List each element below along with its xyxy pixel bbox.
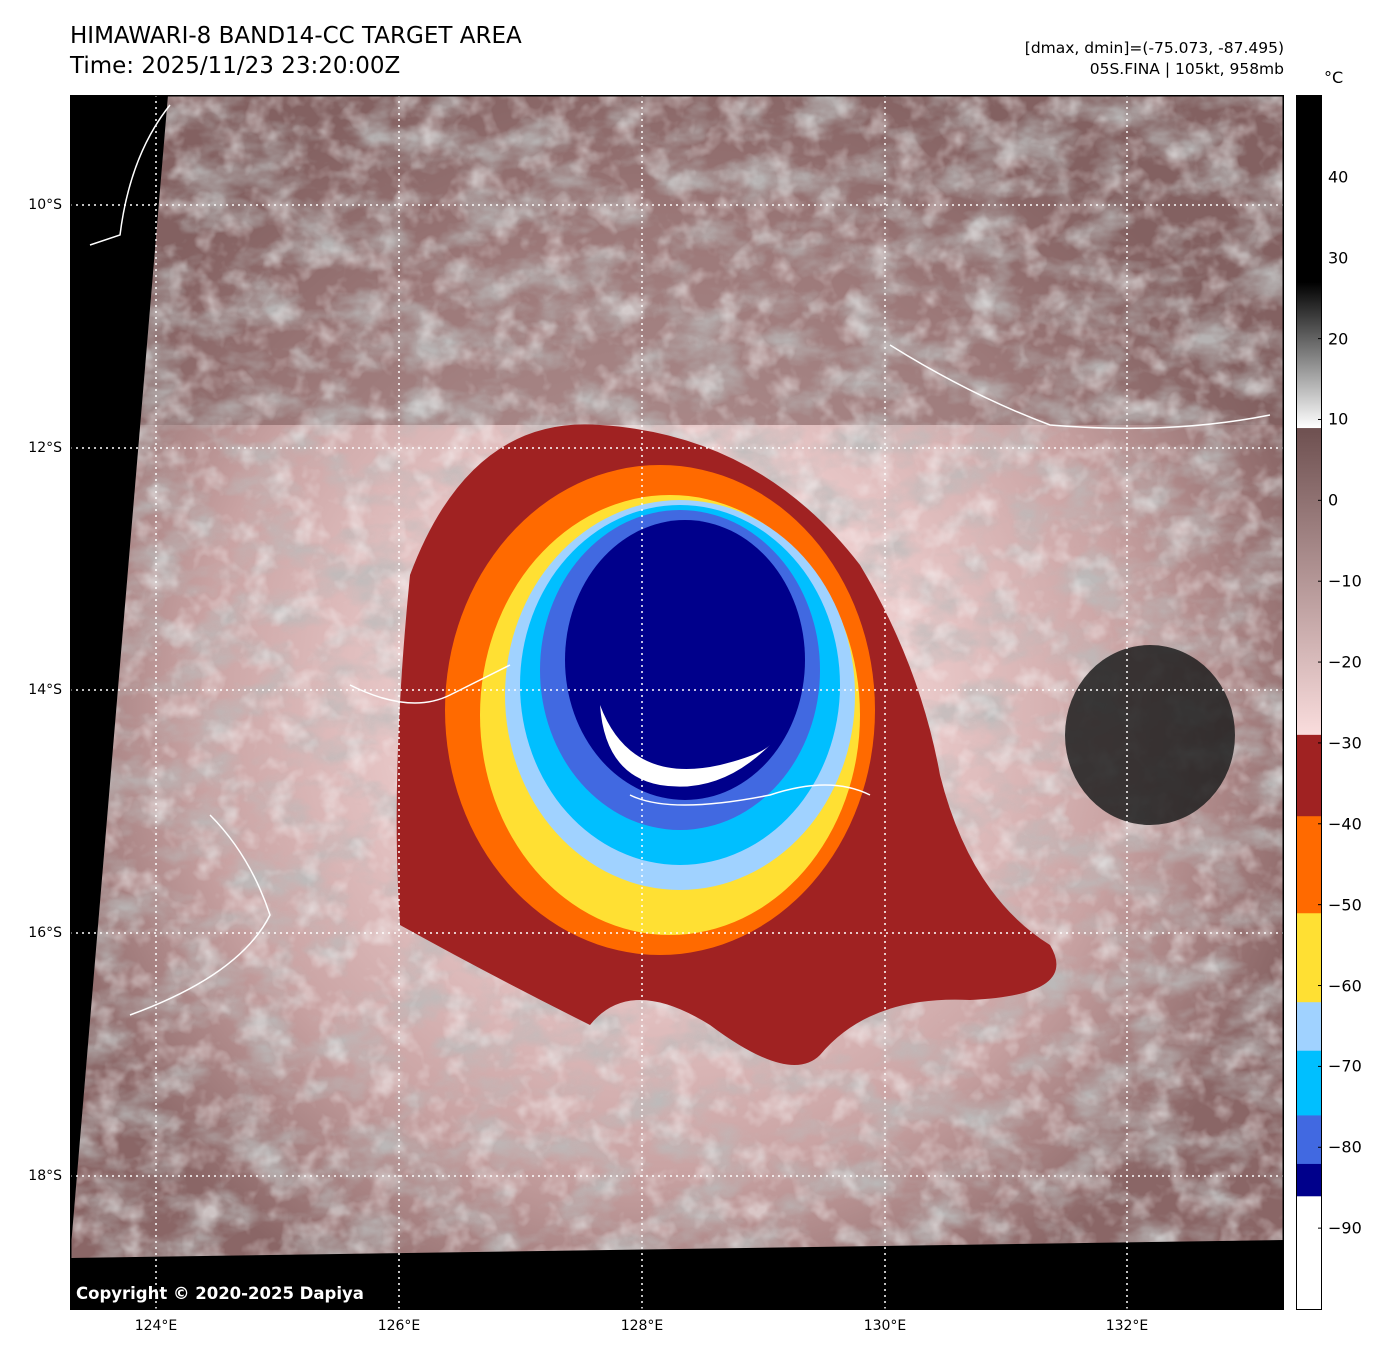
colorbar-tick-label: 40 xyxy=(1328,167,1349,187)
colorbar-segment xyxy=(1297,1114,1321,1164)
temperature-range: [dmax, dmin]=(-75.073, -87.495) xyxy=(1024,39,1284,57)
colorbar-tick-label: 30 xyxy=(1328,248,1349,268)
colorbar-segment xyxy=(1297,1001,1321,1051)
colorbar-tick-label: −30 xyxy=(1328,733,1362,753)
lon-label: 124°E xyxy=(134,1318,178,1334)
warm-clear-area xyxy=(1065,645,1235,825)
colorbar-tick-label: −20 xyxy=(1328,652,1362,672)
colorbar-unit: °C xyxy=(1324,68,1344,87)
lat-label: 10°S xyxy=(28,197,62,213)
coastlines xyxy=(89,104,1271,1016)
lat-label: 16°S xyxy=(28,925,62,941)
colorbar-gradient xyxy=(1297,281,1321,429)
colorbar-tick-label: 0 xyxy=(1328,490,1339,510)
colorbar-segment xyxy=(1297,1163,1321,1197)
no-data-left xyxy=(70,95,168,1258)
colorbar-gradient xyxy=(1297,96,1321,283)
timestamp: Time: 2025/11/23 23:20:00Z xyxy=(70,53,401,79)
colorbar-segment xyxy=(1297,815,1321,914)
lon-label: 126°E xyxy=(377,1318,421,1334)
coldest-tops xyxy=(600,705,770,787)
colorbar-segment xyxy=(1297,1050,1321,1116)
colorbar-segment xyxy=(1297,1195,1321,1310)
band-minus-85 xyxy=(565,520,805,800)
colorbar-tick-label: −60 xyxy=(1328,976,1362,996)
colorbar xyxy=(1296,95,1322,1310)
colorbar-tick-label: −90 xyxy=(1328,1218,1362,1238)
no-data-bottom xyxy=(70,1240,1284,1310)
colorbar-tick-label: 10 xyxy=(1328,409,1349,429)
lon-label: 132°E xyxy=(1105,1318,1149,1334)
colorbar-tick-label: −10 xyxy=(1328,571,1362,591)
copyright: Copyright © 2020-2025 Dapiya xyxy=(76,1284,364,1303)
storm-info: 05S.FINA | 105kt, 958mb xyxy=(1089,60,1284,78)
colorbar-gradient xyxy=(1297,427,1321,736)
lat-label: 14°S xyxy=(28,682,62,698)
colorbar-tick-label: −70 xyxy=(1328,1056,1362,1076)
satellite-map xyxy=(70,95,1284,1310)
lon-label: 128°E xyxy=(620,1318,664,1334)
colorbar-tick-label: −80 xyxy=(1328,1137,1362,1157)
colorbar-tick-label: −50 xyxy=(1328,895,1362,915)
colorbar-segment xyxy=(1297,912,1321,1003)
cyclone xyxy=(396,424,1057,1065)
chart-title: HIMAWARI-8 BAND14-CC TARGET AREA xyxy=(70,23,522,49)
colorbar-frame xyxy=(1296,95,1322,1310)
lat-label: 12°S xyxy=(28,440,62,456)
colorbar-tick-label: −40 xyxy=(1328,814,1362,834)
colorbar-tick-label: 20 xyxy=(1328,329,1349,349)
graticule xyxy=(70,95,1284,1310)
map-frame xyxy=(70,95,1284,1310)
colorbar-segment xyxy=(1297,734,1321,817)
lat-label: 18°S xyxy=(28,1168,62,1184)
lon-label: 130°E xyxy=(863,1318,907,1334)
